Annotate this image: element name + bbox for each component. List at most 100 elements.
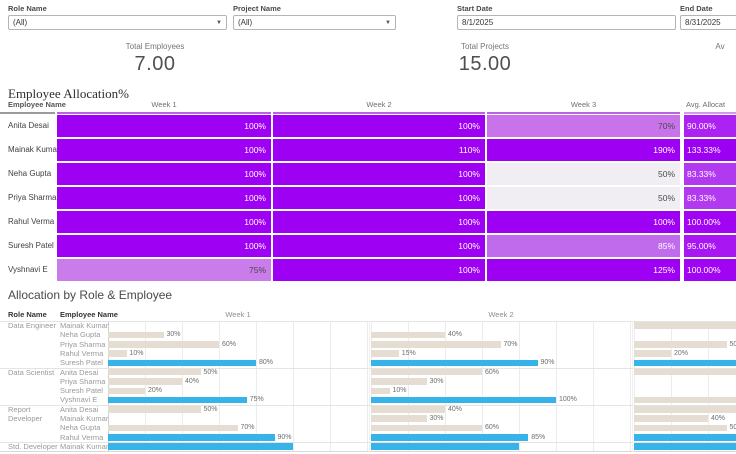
allocation-bar-week3[interactable] <box>634 434 736 441</box>
gridline <box>519 321 520 452</box>
heatmap-cell-week1[interactable]: 75% <box>57 259 271 281</box>
heatmap-cell-avg[interactable]: 133.33% <box>684 139 736 161</box>
allocation-bar-week3[interactable] <box>634 359 736 367</box>
allocation-bar-week3[interactable] <box>634 415 708 422</box>
heatmap-cell-week3[interactable]: 50% <box>487 187 680 209</box>
gridline <box>408 321 409 452</box>
gridline <box>219 321 220 452</box>
heatmap-cell-week1[interactable]: 100% <box>57 115 271 137</box>
filter-dropdown[interactable]: (All) ▼ <box>8 15 227 30</box>
employee-name-label: Priya Sharma <box>60 376 106 386</box>
heatmap-cell-week3[interactable]: 50% <box>487 163 680 185</box>
row-separator <box>0 367 736 369</box>
allocation-bar-week1[interactable] <box>108 368 201 376</box>
bar-value-label: 60% <box>485 424 500 432</box>
heatmap-cell-avg[interactable]: 100.00% <box>684 259 736 281</box>
bar-value-label: 100% <box>559 396 577 404</box>
allocation-bar-week2[interactable] <box>371 359 538 367</box>
allocation-bar-week1[interactable] <box>108 443 293 450</box>
heatmap-cell-week3[interactable]: 70% <box>487 115 680 137</box>
filter-value: (All) <box>238 18 253 27</box>
filter-date-input[interactable]: 8/31/2025 <box>680 15 736 30</box>
heatmap-cell-week1[interactable]: 100% <box>57 139 271 161</box>
heatmap-column-header: Week 2 <box>366 100 392 109</box>
bar-value-label: 70% <box>503 340 518 348</box>
heatmap-cell-avg[interactable]: 83.33% <box>684 163 736 185</box>
allocation-bar-week2[interactable] <box>371 368 482 376</box>
employee-name-label: Suresh Patel <box>60 386 103 396</box>
allocation-bar-week3[interactable] <box>634 350 671 357</box>
heatmap-cell-week2[interactable]: 100% <box>273 163 485 185</box>
heatmap-cell-avg[interactable]: 100.00% <box>684 211 736 233</box>
heatmap-cell-week3[interactable]: 125% <box>487 259 680 281</box>
allocation-bar-week1[interactable] <box>108 434 275 441</box>
heatmap-cell-week3[interactable]: 85% <box>487 235 680 257</box>
filter-value: (All) <box>13 18 28 27</box>
gridline <box>482 321 483 452</box>
heatmap-cell-week2[interactable]: 110% <box>273 139 485 161</box>
allocation-bar-week2[interactable] <box>371 387 390 394</box>
heatmap-cell-week2[interactable]: 100% <box>273 235 485 257</box>
bar-value-label: 50% <box>729 424 736 432</box>
filter-start-date: Start Date 8/1/2025 <box>457 4 676 30</box>
chart-column-header: Week 1 <box>225 310 251 319</box>
employee-name-label: Mainak Kumar <box>60 441 109 451</box>
allocation-bar-week1[interactable] <box>108 387 145 394</box>
allocation-bar-week1[interactable] <box>108 406 201 413</box>
allocation-bar-week2[interactable] <box>371 415 427 422</box>
allocation-bar-week2[interactable] <box>371 331 445 339</box>
heatmap-cell-avg[interactable]: 95.00% <box>684 235 736 257</box>
employee-name-label: Anita Desai <box>60 367 99 377</box>
filter-dropdown[interactable]: (All) ▼ <box>233 15 396 30</box>
allocation-bar-week1[interactable] <box>108 378 182 385</box>
allocation-bar-week1[interactable] <box>108 350 127 357</box>
allocation-bar-week2[interactable] <box>371 350 399 357</box>
heatmap-cell-week2[interactable]: 100% <box>273 187 485 209</box>
allocation-bar-week1[interactable] <box>108 424 238 432</box>
allocation-bar-week1[interactable] <box>108 396 247 404</box>
bar-value-label: 30% <box>166 331 181 339</box>
gridline <box>593 321 594 452</box>
allocation-bar-week3[interactable] <box>634 406 736 413</box>
bar-value-label: 40% <box>185 377 200 385</box>
heatmap-row: Anita Desai 100% 100% 70% 90.00% <box>0 115 736 137</box>
allocation-bar-week3[interactable] <box>634 368 736 376</box>
heatmap-column-header: Week 3 <box>570 100 597 109</box>
allocation-bar-week2[interactable] <box>371 378 427 385</box>
allocation-bar-week1[interactable] <box>108 331 164 339</box>
heatmap-cell-week3[interactable]: 100% <box>487 211 680 233</box>
filter-label: Role Name <box>8 4 47 13</box>
heatmap-cell-week1[interactable]: 100% <box>57 235 271 257</box>
allocation-bar-week2[interactable] <box>371 396 556 404</box>
bar-value-label: 40% <box>448 331 463 339</box>
allocation-bar-week3[interactable] <box>634 443 736 450</box>
gridline <box>256 321 257 452</box>
allocation-bar-week2[interactable] <box>371 406 445 413</box>
heatmap-cell-week1[interactable]: 100% <box>57 211 271 233</box>
heatmap-cell-week1[interactable]: 100% <box>57 163 271 185</box>
heatmap-cell-week2[interactable]: 100% <box>273 211 485 233</box>
allocation-bar-week3[interactable] <box>634 322 736 329</box>
allocation-bar-week2[interactable] <box>371 434 529 441</box>
employee-name-label: Mainak Kumar <box>60 414 109 423</box>
gridline <box>708 321 709 452</box>
allocation-bar-week2[interactable] <box>371 443 519 450</box>
heatmap-cell-week1[interactable]: 100% <box>57 187 271 209</box>
allocation-bar-week1[interactable] <box>108 341 219 348</box>
heatmap-cell-avg[interactable]: 90.00% <box>684 115 736 137</box>
heatmap-cell-week3[interactable]: 190% <box>487 139 680 161</box>
heatmap-cell-avg[interactable]: 83.33% <box>684 187 736 209</box>
employee-name-label: Priya Sharma <box>8 193 57 202</box>
allocation-bar-week1[interactable] <box>108 359 256 367</box>
allocation-bar-week2[interactable] <box>371 341 501 348</box>
bar-value-label: 70% <box>240 424 255 432</box>
allocation-bar-week3[interactable] <box>634 424 727 432</box>
allocation-bar-week2[interactable] <box>371 424 482 432</box>
allocation-bar-week3[interactable] <box>634 396 736 404</box>
allocation-bar-week3[interactable] <box>634 341 727 348</box>
heatmap-cell-week2[interactable]: 100% <box>273 115 485 137</box>
filter-date-input[interactable]: 8/1/2025 <box>457 15 676 30</box>
heatmap-column-header: Week 1 <box>151 100 177 109</box>
employee-name-label: Vyshnavi E <box>60 395 98 405</box>
heatmap-cell-week2[interactable]: 100% <box>273 259 485 281</box>
